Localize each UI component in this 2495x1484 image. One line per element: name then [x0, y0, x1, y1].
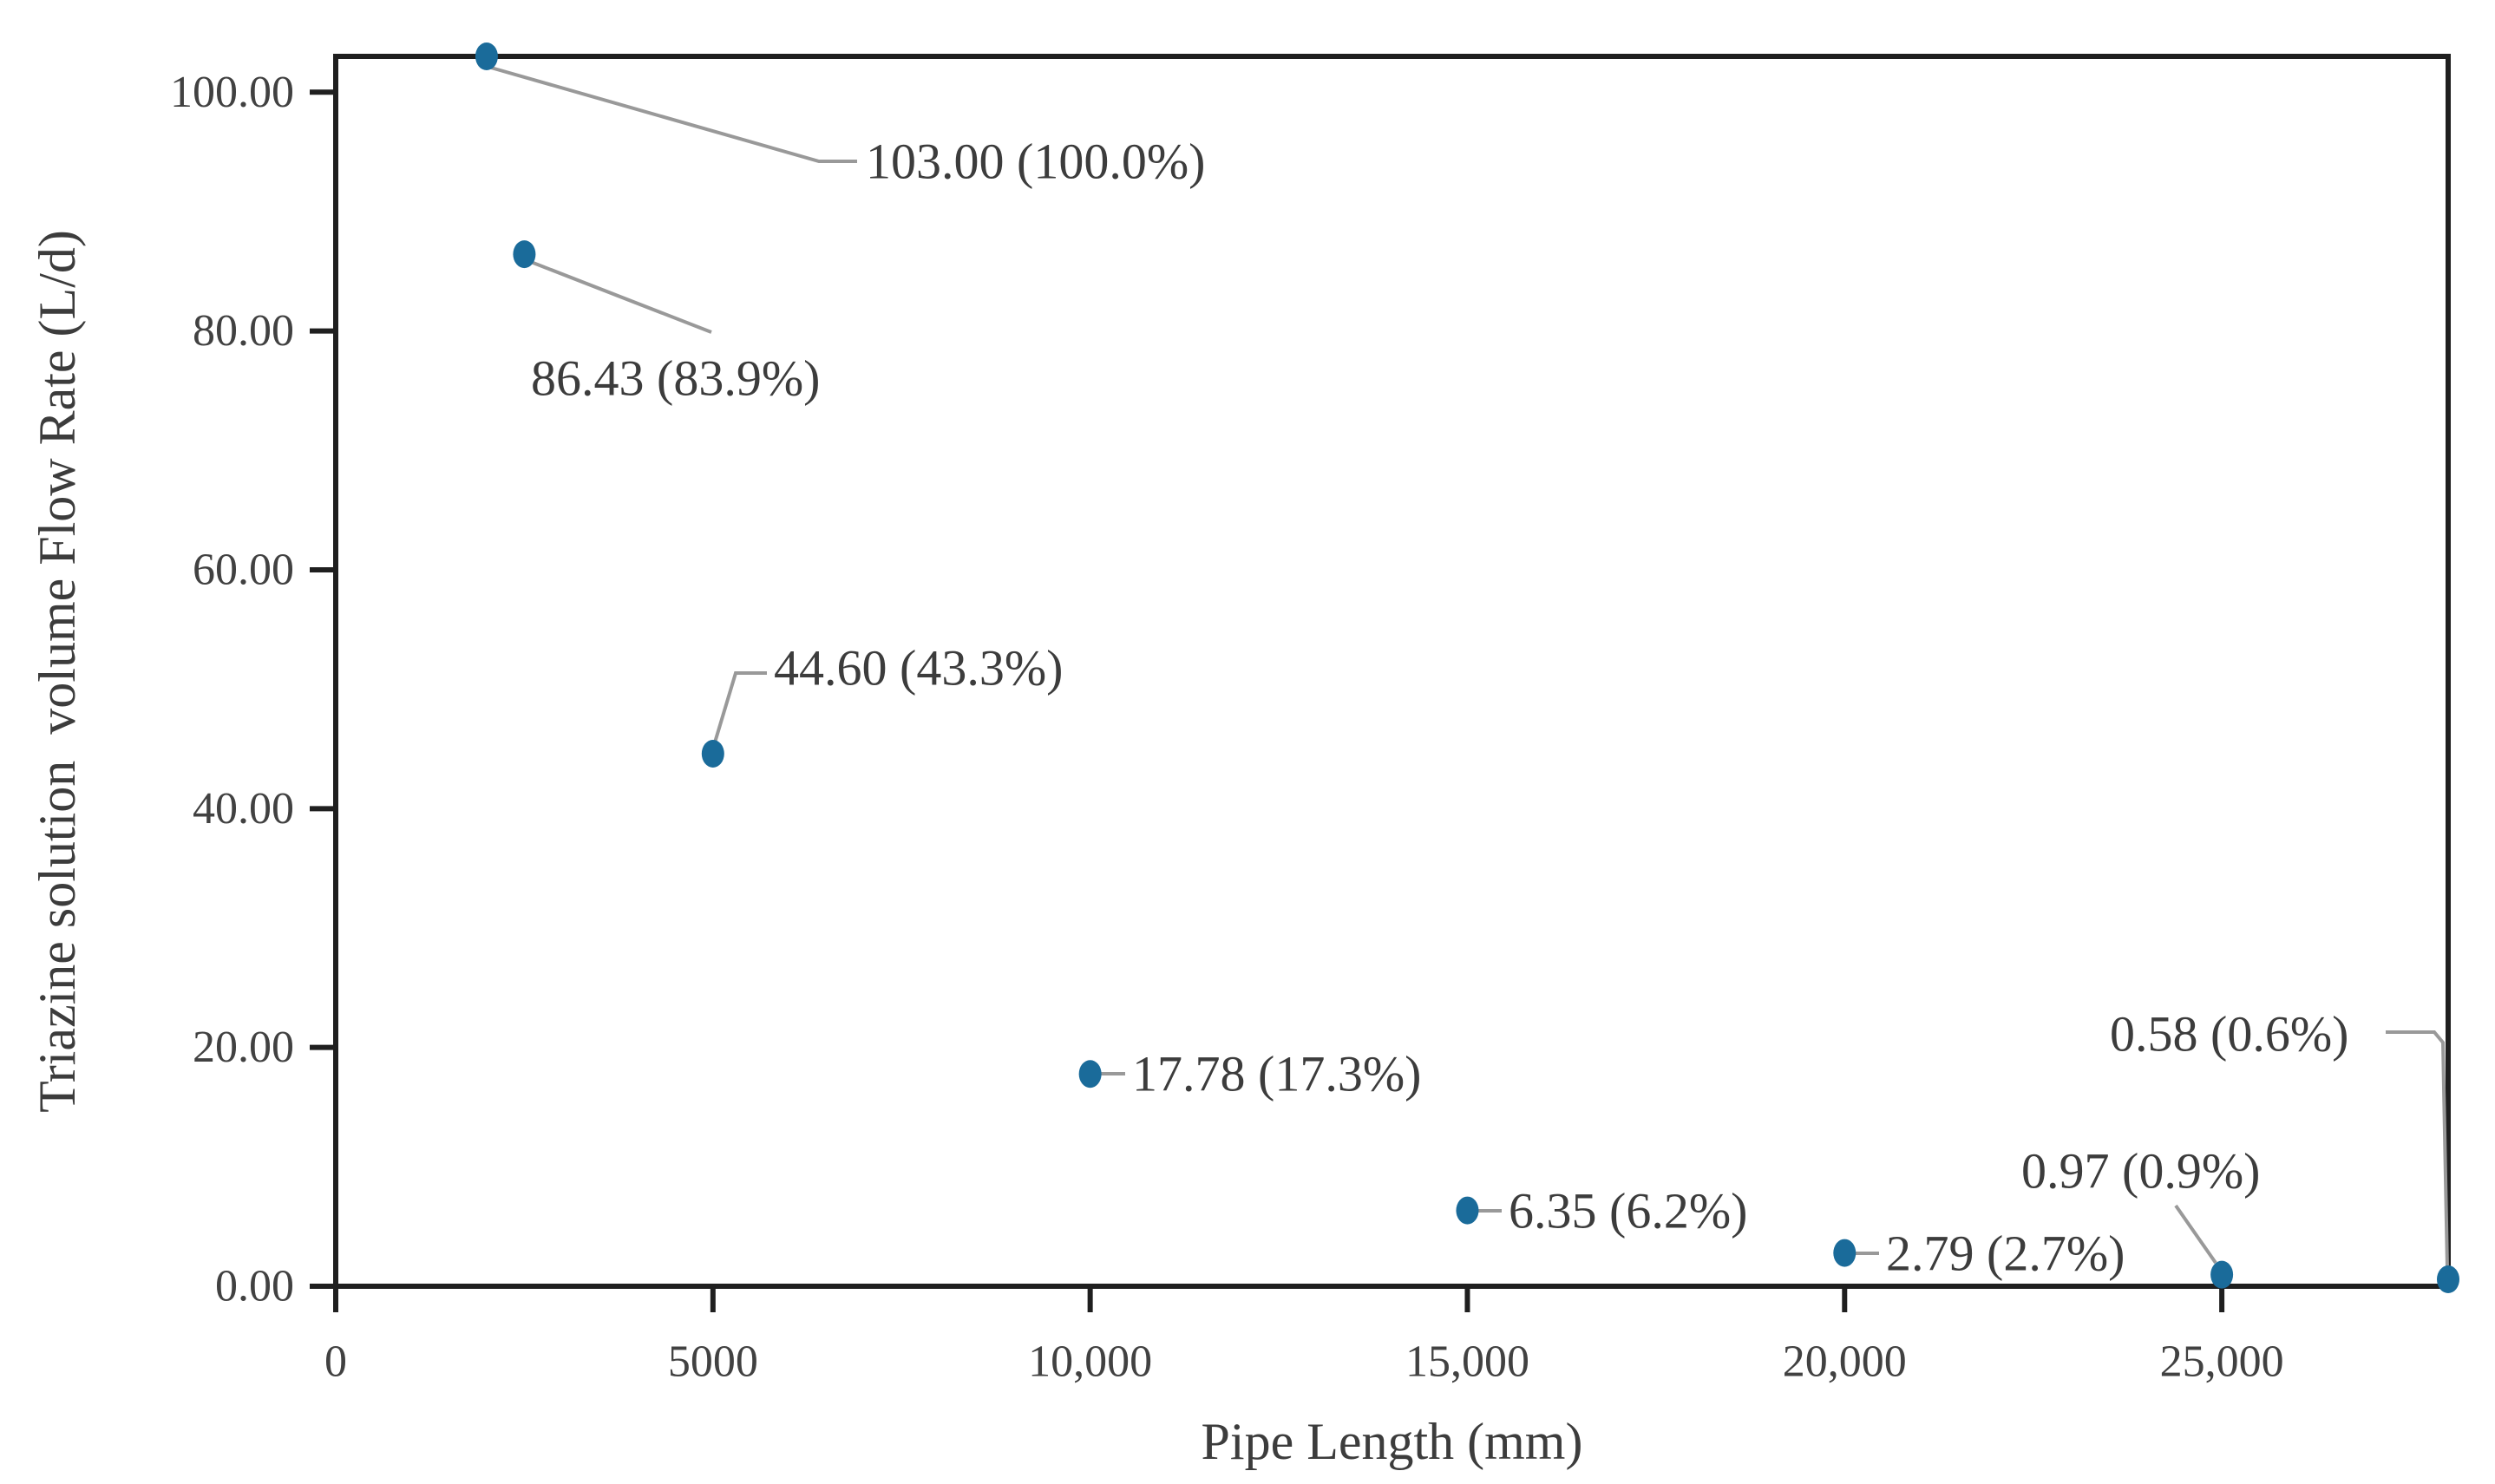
data-point	[2437, 1265, 2459, 1294]
data-label: 86.43 (83.9%)	[531, 350, 820, 407]
x-tick-label: 0	[324, 1337, 347, 1387]
y-tick-label: 80.00	[193, 306, 294, 356]
x-tick-labels: 0 5000 10,000 15,000 20,000 25,000	[324, 1337, 2284, 1387]
data-point	[701, 739, 724, 768]
leader-line	[713, 671, 767, 743]
y-tick-label: 100.00	[170, 68, 294, 117]
y-tick-label: 0.00	[215, 1262, 294, 1311]
data-label: 6.35 (6.2%)	[1509, 1183, 1747, 1239]
axis-ticks	[310, 89, 2225, 1312]
x-tick-label: 10,000	[1028, 1337, 1152, 1387]
y-axis-title: Triazine solution volume Flow Rate (L/d)	[29, 230, 86, 1113]
data-point	[513, 240, 536, 269]
y-tick-label: 40.00	[193, 784, 294, 834]
plot-border	[333, 54, 2451, 1289]
leader-line	[490, 66, 857, 163]
leader-line	[2386, 1030, 2449, 1269]
x-tick-label: 5000	[668, 1337, 758, 1387]
data-label: 17.78 (17.3%)	[1132, 1046, 1421, 1102]
data-label: 103.00 (100.0%)	[866, 134, 1205, 190]
data-label: 2.79 (2.7%)	[1886, 1226, 2125, 1282]
data-point	[1078, 1060, 1102, 1088]
x-axis-title: Pipe Length (mm)	[1202, 1413, 1583, 1470]
x-tick-label: 15,000	[1405, 1337, 1529, 1387]
data-point	[2210, 1260, 2234, 1289]
x-tick-label: 25,000	[2160, 1337, 2284, 1387]
data-label: 0.58 (0.6%)	[2110, 1006, 2348, 1062]
data-labels: 103.00 (100.0%) 86.43 (83.9%) 44.60 (43.3%…	[531, 134, 2348, 1282]
leader-line	[530, 260, 712, 334]
y-tick-labels: 0.00 20.00 40.00 60.00 80.00 100.00	[170, 68, 294, 1311]
y-tick-label: 60.00	[193, 545, 294, 594]
data-point	[1456, 1196, 1479, 1225]
data-label: 44.60 (43.3%)	[774, 640, 1063, 696]
data-points	[475, 42, 2459, 1294]
x-tick-label: 20,000	[1783, 1337, 1907, 1387]
plot-frame	[333, 54, 2451, 1289]
data-point	[475, 42, 498, 70]
leader-line	[2174, 1204, 2217, 1265]
data-label: 0.97 (0.9%)	[2021, 1143, 2260, 1200]
y-tick-label: 20.00	[193, 1023, 294, 1072]
data-point	[1833, 1239, 1857, 1267]
